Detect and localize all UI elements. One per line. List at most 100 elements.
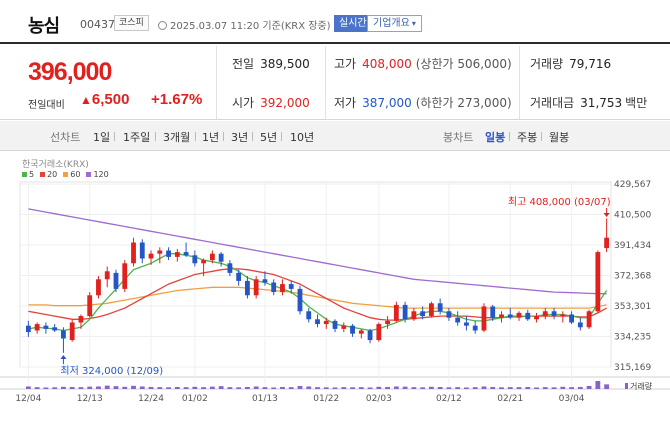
price-panel: 396,000 전일대비 ▲6,500 +1.67% 전일 389,500 고가 4…	[0, 46, 670, 120]
volume-bar	[227, 387, 233, 389]
volume-bar	[525, 386, 531, 389]
volume-bar	[174, 386, 180, 389]
divider	[195, 132, 196, 141]
change-amount: ▲6,500	[80, 91, 129, 108]
tab-weekly[interactable]: 주봉	[517, 131, 538, 144]
divider	[325, 46, 326, 119]
volume-bar	[428, 386, 434, 389]
stock-header: 농심 004370 코스피 2025.03.07 11:20 기준(KRX 장중…	[0, 0, 670, 44]
volume-bar	[499, 387, 504, 389]
volume-bar	[393, 386, 399, 389]
x-tick-label: 02/12	[436, 394, 462, 404]
min-price-annotation: 최저 324,000 (12/09)	[60, 365, 163, 377]
volume-bar	[464, 387, 469, 389]
legend-ma120: 120	[86, 170, 109, 179]
legend-swatch	[40, 172, 46, 177]
volume-bar	[542, 387, 548, 389]
volume-bar	[52, 387, 58, 389]
x-tick-label: 01/13	[252, 394, 278, 404]
volume-bar	[148, 386, 154, 389]
candle-body	[411, 311, 417, 320]
min-arrow-icon	[60, 355, 67, 359]
candle-body	[52, 327, 58, 331]
volume-bar	[236, 387, 242, 389]
candle-body	[306, 311, 312, 320]
volume-bar	[166, 387, 171, 389]
x-tick-label: 02/03	[366, 394, 392, 404]
candle-body	[166, 250, 171, 257]
candle-body	[245, 280, 250, 296]
tab-line-chart[interactable]: 선차트	[50, 131, 81, 144]
y-tick-label: 429,567	[614, 180, 651, 190]
volume-bar	[490, 386, 496, 389]
legend-label: 20	[47, 170, 58, 179]
x-tick-label: 03/04	[559, 394, 585, 404]
candle-body	[402, 304, 408, 320]
candle-body	[297, 288, 303, 312]
volume-bar	[472, 387, 478, 389]
candle-body	[288, 284, 294, 289]
candle-body	[551, 311, 557, 317]
chevron-down-icon: ▾	[411, 19, 416, 28]
tab-daily[interactable]: 일봉	[485, 131, 506, 144]
legend-label: 120	[93, 170, 109, 179]
divider	[281, 132, 282, 141]
volume-bar	[139, 386, 145, 389]
volume-bar	[78, 387, 84, 389]
volume-bar	[183, 387, 189, 389]
candle-body	[560, 314, 566, 317]
volume-bar	[288, 387, 294, 389]
tab-3years[interactable]: 3년	[231, 131, 249, 144]
volume-bar	[315, 387, 320, 389]
candle-body	[604, 237, 610, 249]
tab-candle-chart[interactable]: 봉차트	[443, 131, 474, 144]
candle-body	[455, 317, 461, 323]
tab-5years[interactable]: 5년	[260, 131, 278, 144]
realtime-button[interactable]: 실시간	[334, 15, 372, 32]
candle-body	[122, 263, 128, 289]
volume-bar	[481, 386, 487, 389]
stat-trade-amount: 거래대금 31,753 백만	[530, 94, 647, 111]
candle-body	[534, 316, 539, 320]
candle-body	[516, 312, 522, 318]
stock-code: 004370	[80, 18, 122, 31]
candle-body	[43, 325, 49, 329]
candle-body	[385, 320, 390, 325]
candle-body	[332, 320, 338, 329]
y-tick-label: 353,301	[614, 302, 651, 312]
stat-high: 고가 408,000 (상한가 506,000)	[334, 55, 512, 72]
stat-volume: 거래량 79,716	[530, 55, 611, 72]
volume-bar	[569, 387, 574, 389]
candle-body	[262, 279, 268, 283]
volume-bar	[332, 387, 338, 389]
candle-body	[569, 314, 574, 323]
volume-bar	[595, 381, 601, 389]
tab-10years[interactable]: 10년	[290, 131, 315, 144]
candle-body	[236, 272, 242, 281]
ma120-line	[28, 208, 607, 295]
current-price: 396,000	[28, 58, 112, 86]
candle-body	[271, 282, 277, 293]
volume-bar	[157, 387, 163, 389]
tab-1year[interactable]: 1년	[202, 131, 220, 144]
change-percent: +1.67%	[151, 91, 203, 108]
legend-label: 5	[29, 170, 35, 179]
candle-body	[34, 324, 40, 331]
y-tick-label: 372,368	[614, 272, 651, 282]
max-arrow-icon	[603, 213, 610, 217]
candle-body	[113, 272, 119, 289]
stat-upper-limit: (상한가 506,000)	[415, 57, 512, 71]
stat-value: 408,000	[362, 57, 412, 71]
y-tick-label: 391,434	[614, 241, 651, 251]
tab-1week[interactable]: 1주일	[123, 131, 151, 144]
tab-3months[interactable]: 3개월	[163, 131, 191, 144]
divider	[541, 132, 542, 141]
volume-bar	[43, 387, 49, 389]
tab-monthly[interactable]: 월봉	[549, 131, 570, 144]
company-info-dropdown[interactable]: 기업개요 ▾	[367, 15, 422, 32]
volume-bar	[297, 385, 303, 389]
volume-bar	[253, 386, 259, 389]
volume-bar	[341, 387, 347, 389]
tab-1day[interactable]: 1일	[93, 131, 111, 144]
